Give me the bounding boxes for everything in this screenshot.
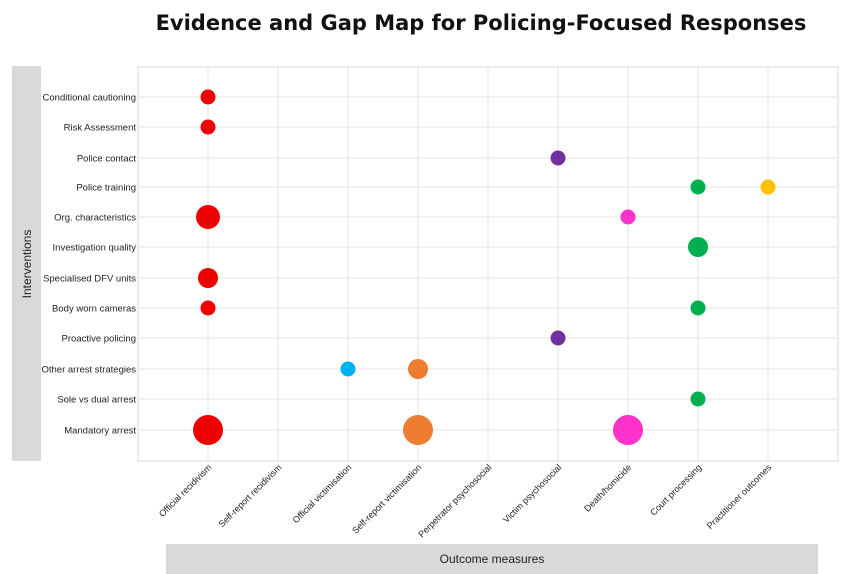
data-bubble [613,415,643,445]
y-axis-title: Interventions [20,230,34,299]
row-label: Investigation quality [53,243,137,254]
row-label: Conditional cautioning [43,93,136,104]
row-labels: Conditional cautioning Risk Assessment Pol… [41,93,136,437]
column-label: Victim psychosocial [501,462,563,524]
column-label: Official victimisation [291,462,354,525]
data-bubble [620,209,636,225]
row-label: Risk Assessment [64,123,137,134]
data-bubble [403,415,433,445]
y-axis-band [12,66,41,461]
row-label: Org. characteristics [54,213,136,224]
data-bubble [196,205,220,229]
column-label: Self-report victimisation [350,462,423,535]
data-bubble [200,300,216,316]
grid [138,67,838,461]
data-bubble [690,391,706,407]
column-label: Court processing [648,462,703,517]
data-bubble [193,415,223,445]
row-label: Proactive policing [62,334,136,345]
column-label: Perpetrator psychosocial [416,462,493,539]
bubbles [193,89,776,445]
x-axis-band [166,544,818,574]
data-bubble [690,300,706,316]
row-label: Police contact [77,154,137,165]
data-bubble [200,119,216,135]
data-bubble [550,150,566,166]
row-label: Specialised DFV units [43,274,136,285]
row-label: Sole vs dual arrest [57,395,136,406]
row-label: Mandatory arrest [64,426,136,437]
data-bubble [550,330,566,346]
column-label: Self-report recidivism [217,462,284,529]
row-label: Police training [76,183,136,194]
column-label: Death/homicide [582,462,633,513]
data-bubble [690,179,706,195]
x-axis-title: Outcome measures [440,552,545,566]
data-bubble [340,361,356,377]
data-bubble [408,359,428,379]
row-label: Body worn cameras [52,304,136,315]
column-label: Practitioner outcomes [705,462,774,531]
data-bubble [200,89,216,105]
data-bubble [760,179,776,195]
row-label: Other arrest strategies [41,365,136,376]
data-bubble [688,237,708,257]
column-labels: Official recidivism Self-report recidivis… [157,462,774,539]
data-bubble [198,268,218,288]
column-label: Official recidivism [157,462,213,518]
chart-title: Evidence and Gap Map for Policing-Focuse… [156,11,807,35]
